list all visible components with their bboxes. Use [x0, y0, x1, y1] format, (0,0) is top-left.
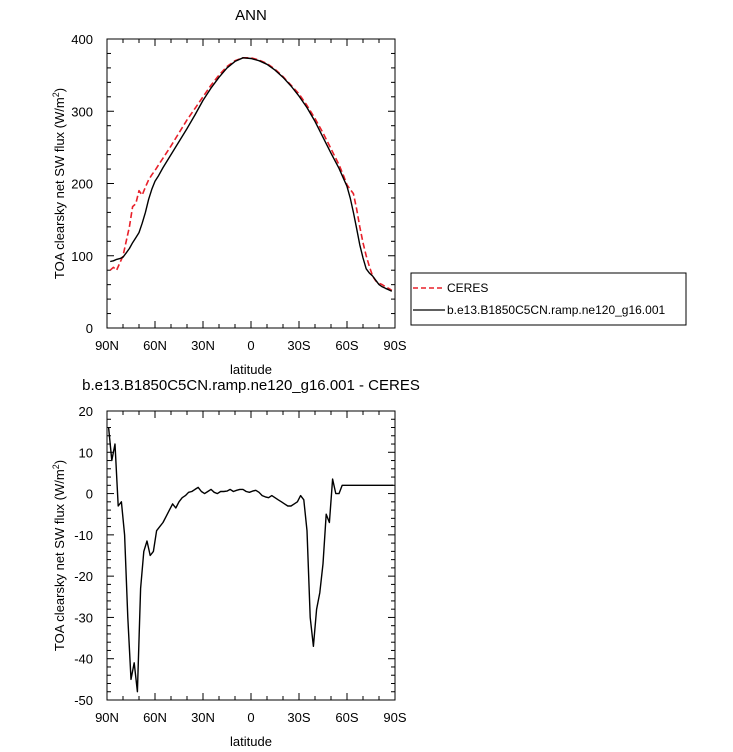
bottom-chart-y-axis-label: TOA clearsky net SW flux (W/m2) — [51, 460, 67, 651]
legend: CERES b.e13.B1850C5CN.ramp.ne120_g16.001 — [410, 272, 687, 326]
series-line-ceres — [109, 56, 393, 292]
top-chart-tick-labels: 90N 60N 30N 0 30S 60S 90S 0 100 200 300 400 — [71, 32, 407, 353]
y-tick-label: -10 — [74, 528, 93, 543]
top-chart-frame — [106, 38, 396, 329]
x-tick-label: 30N — [191, 338, 215, 353]
y-tick-label: 300 — [71, 104, 93, 119]
x-tick-label: 60S — [335, 338, 358, 353]
series-line-model — [110, 57, 393, 292]
x-tick-label: 30S — [287, 338, 310, 353]
x-tick-label: 0 — [247, 710, 254, 725]
bottom-chart: b.e13.B1850C5CN.ramp.ne120_g16.001 - CER… — [51, 377, 420, 749]
y-tick-label: -40 — [74, 652, 93, 667]
top-y-label-main: TOA clearsky net SW flux (W/m — [52, 97, 67, 279]
x-tick-label: 60S — [335, 710, 358, 725]
top-chart: ANN 90N 60N 30N 0 30S 60S 90S 0 100 200 300 400 lat… — [51, 7, 687, 377]
y-tick-label: 0 — [86, 321, 93, 336]
series-line-difference — [107, 427, 394, 693]
top-chart-series — [109, 56, 393, 292]
bottom-y-label-main: TOA clearsky net SW flux (W/m — [52, 469, 67, 651]
top-chart-y-axis-label: TOA clearsky net SW flux (W/m2) — [51, 88, 67, 279]
legend-ceres-label: CERES — [447, 281, 488, 295]
y-tick-label: 10 — [79, 445, 93, 460]
bottom-chart-tick-labels: 90N 60N 30N 0 30S 60S 90S -50 -40 -30 -20 -10 0 10 20 — [74, 404, 407, 725]
bottom-chart-title: b.e13.B1850C5CN.ramp.ne120_g16.001 - CER… — [82, 377, 420, 394]
y-tick-label: 20 — [79, 404, 93, 419]
top-chart-ticks — [106, 38, 396, 329]
x-tick-label: 90S — [383, 338, 406, 353]
x-tick-label: 90N — [95, 338, 119, 353]
y-tick-label: 400 — [71, 32, 93, 47]
x-tick-label: 60N — [143, 338, 167, 353]
y-tick-label: -20 — [74, 569, 93, 584]
top-y-label-close: ) — [52, 88, 67, 92]
x-tick-label: 90N — [95, 710, 119, 725]
y-tick-label: 0 — [86, 487, 93, 502]
x-tick-label: 90S — [383, 710, 406, 725]
bottom-chart-series — [107, 427, 394, 693]
y-tick-label: 200 — [71, 177, 93, 192]
bottom-chart-ticks — [106, 410, 396, 701]
x-tick-label: 30N — [191, 710, 215, 725]
x-tick-label: 30S — [287, 710, 310, 725]
y-tick-label: -50 — [74, 693, 93, 708]
bottom-y-label-sup: 2 — [51, 464, 61, 469]
y-tick-label: 100 — [71, 249, 93, 264]
bottom-y-label-close: ) — [52, 460, 67, 464]
legend-model-label: b.e13.B1850C5CN.ramp.ne120_g16.001 — [447, 303, 665, 317]
top-chart-title: ANN — [235, 7, 267, 24]
y-tick-label: -30 — [74, 610, 93, 625]
x-tick-label: 0 — [247, 338, 254, 353]
top-chart-x-axis-label: latitude — [230, 362, 272, 377]
bottom-chart-x-axis-label: latitude — [230, 734, 272, 749]
x-tick-label: 60N — [143, 710, 167, 725]
top-y-label-sup: 2 — [51, 92, 61, 97]
legend-box — [410, 272, 687, 326]
